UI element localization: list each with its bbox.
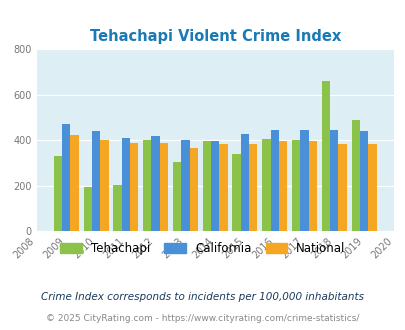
Bar [100, 140, 108, 231]
Bar [367, 144, 375, 231]
Legend: Tehachapi, California, National: Tehachapi, California, National [55, 237, 350, 260]
Bar [338, 144, 346, 231]
Text: © 2025 CityRating.com - https://www.cityrating.com/crime-statistics/: © 2025 CityRating.com - https://www.city… [46, 314, 359, 323]
Bar [262, 139, 270, 231]
Bar [308, 141, 316, 231]
Bar [151, 136, 160, 231]
Bar [202, 141, 211, 231]
Bar [92, 131, 100, 231]
Bar [321, 81, 329, 231]
Bar [211, 141, 219, 231]
Bar [160, 143, 168, 231]
Bar [300, 130, 308, 231]
Bar [62, 124, 70, 231]
Bar [54, 156, 62, 231]
Text: Crime Index corresponds to incidents per 100,000 inhabitants: Crime Index corresponds to incidents per… [41, 292, 364, 302]
Bar [232, 154, 240, 231]
Bar [189, 148, 197, 231]
Bar [130, 143, 138, 231]
Bar [113, 185, 121, 231]
Bar [70, 135, 79, 231]
Bar [249, 144, 257, 231]
Bar [278, 141, 286, 231]
Bar [173, 162, 181, 231]
Bar [270, 130, 278, 231]
Bar [291, 140, 300, 231]
Bar [219, 144, 227, 231]
Bar [240, 134, 249, 231]
Bar [143, 140, 151, 231]
Bar [83, 187, 92, 231]
Bar [351, 120, 359, 231]
Bar [329, 130, 338, 231]
Bar [122, 138, 130, 231]
Bar [359, 131, 367, 231]
Title: Tehachapi Violent Crime Index: Tehachapi Violent Crime Index [90, 29, 340, 44]
Bar [181, 140, 189, 231]
